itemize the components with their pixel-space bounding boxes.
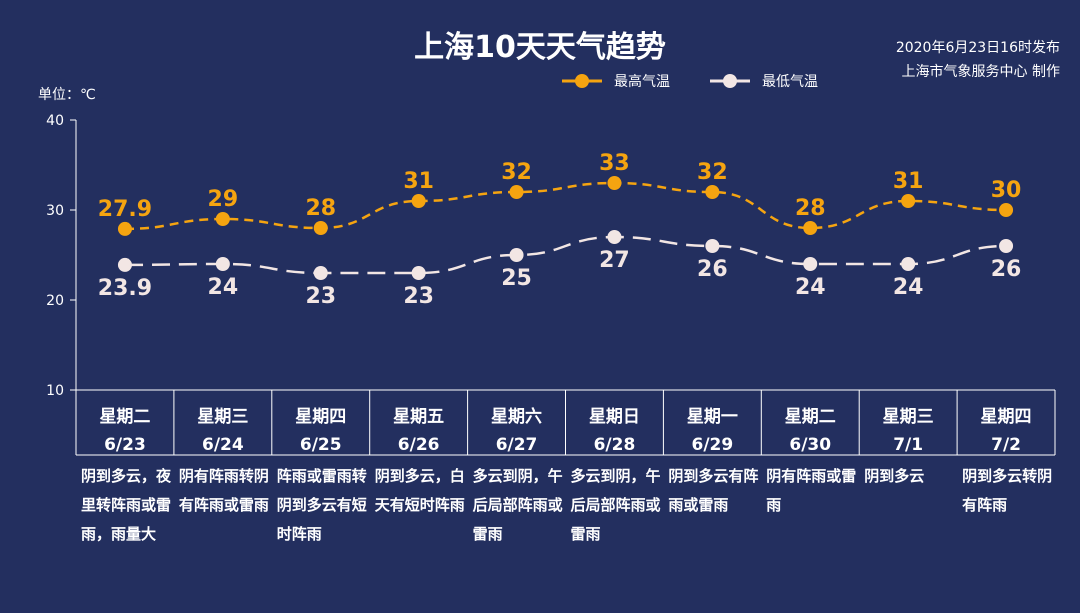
category-date-label: 7/2	[991, 435, 1021, 455]
category-date-label: 6/24	[202, 435, 244, 455]
publisher: 上海市气象服务中心 制作	[901, 64, 1060, 80]
category-weekday-label: 星期四	[981, 407, 1032, 427]
unit-label: 单位：℃	[38, 87, 96, 103]
forecast-text: 阴到多云	[864, 467, 925, 485]
legend-low-marker-icon	[710, 74, 750, 88]
high-temp-point	[607, 176, 622, 190]
low-temp-label: 23.9	[98, 276, 152, 301]
low-temp-point	[215, 257, 230, 271]
category-weekday-label: 星期五	[393, 407, 444, 427]
low-temp-label: 26	[697, 257, 728, 282]
category-weekday-label: 星期二	[785, 407, 836, 427]
y-tick-label: 40	[46, 113, 64, 129]
category-weekday-label: 星期四	[295, 407, 346, 427]
high-temp-point	[117, 221, 132, 236]
low-temp-point	[509, 248, 524, 262]
low-temp-line	[124, 235, 1007, 275]
low-temp-point	[705, 239, 720, 253]
category-date-label: 6/27	[496, 435, 538, 455]
high-temp-point	[411, 194, 426, 208]
high-temp-label: 27.9	[98, 197, 152, 222]
high-temp-label: 28	[795, 196, 826, 221]
low-temp-point	[901, 257, 916, 271]
high-temp-label: 30	[991, 178, 1022, 203]
high-temp-label: 29	[208, 187, 239, 212]
low-temp-point	[313, 266, 328, 280]
low-temp-point	[411, 266, 426, 280]
category-weekday-label: 星期三	[197, 407, 248, 427]
category-weekday-label: 星期三	[883, 407, 934, 427]
high-temp-point	[215, 212, 230, 226]
high-temp-point	[901, 194, 916, 208]
publish-info: 2020年6月23日16时发布 上海市气象服务中心 制作	[896, 36, 1060, 84]
category-weekday-label: 星期一	[687, 407, 738, 427]
forecast-text: 阴到多云，夜里转阵雨或雷雨，雨量大	[81, 467, 172, 543]
y-tick-label: 10	[46, 383, 64, 399]
forecast-text: 阴到多云有阵雨或雷雨	[668, 467, 759, 514]
category-weekday-label: 星期六	[491, 406, 542, 427]
low-temp-label: 27	[599, 248, 630, 273]
low-temp-label: 24	[795, 275, 826, 300]
low-temp-point	[999, 239, 1014, 253]
low-temp-label: 23	[305, 284, 336, 309]
category-date-label: 6/29	[691, 435, 733, 455]
category-weekday-label: 星期日	[589, 407, 640, 427]
high-temp-label: 32	[697, 160, 728, 185]
low-temp-point	[607, 230, 622, 244]
high-temp-point	[999, 203, 1014, 217]
category-weekday-label: 星期二	[99, 407, 150, 427]
high-temp-point	[313, 221, 328, 235]
high-temp-label: 33	[599, 151, 630, 176]
legend-high-label: 最高气温	[614, 74, 670, 90]
high-temp-line	[124, 181, 1007, 231]
category-date-label: 6/23	[104, 435, 146, 455]
low-temp-label: 24	[893, 275, 924, 300]
category-date-label: 6/26	[398, 435, 440, 455]
legend-item-low: 最低气温	[710, 71, 818, 91]
legend-low-label: 最低气温	[762, 74, 818, 90]
legend-high-marker-icon	[562, 74, 602, 88]
chart-title: 上海10天天气趋势	[414, 30, 666, 65]
legend-item-high: 最高气温	[562, 71, 670, 91]
category-date-label: 6/25	[300, 435, 342, 455]
high-temp-point	[509, 185, 524, 199]
category-date-label: 6/28	[594, 435, 636, 455]
forecast-text: 阴到多云转阴有阵雨	[962, 467, 1053, 514]
high-temp-label: 32	[501, 160, 532, 185]
high-temp-label: 28	[305, 196, 336, 221]
category-date-label: 6/30	[789, 435, 831, 455]
low-temp-point	[803, 257, 818, 271]
forecast-text: 阴到多云，白天有短时阵雨	[374, 467, 465, 514]
publish-time: 2020年6月23日16时发布	[895, 40, 1060, 56]
forecast-text: 多云到阴，午后局部阵雨或雷雨	[472, 467, 563, 543]
high-temp-point	[803, 221, 818, 235]
y-tick-label: 20	[46, 293, 64, 309]
low-temp-label: 25	[501, 266, 532, 291]
category-date-label: 7/1	[893, 435, 923, 455]
forecast-text: 多云到阴，午后局部阵雨或雷雨	[570, 467, 661, 543]
low-temp-label: 23	[403, 284, 434, 309]
forecast-text: 阴有阵雨或雷雨	[766, 467, 857, 514]
low-temp-label: 26	[991, 257, 1022, 282]
high-temp-label: 31	[403, 169, 434, 194]
forecast-text: 阵雨或雷雨转阴到多云有短时阵雨	[276, 467, 367, 543]
forecast-text: 阴有阵雨转阴有阵雨或雷雨	[178, 467, 269, 514]
low-temp-point	[117, 257, 132, 272]
low-temp-label: 24	[208, 275, 239, 300]
high-temp-point	[705, 185, 720, 199]
y-tick-label: 30	[46, 203, 64, 219]
high-temp-label: 31	[893, 169, 924, 194]
